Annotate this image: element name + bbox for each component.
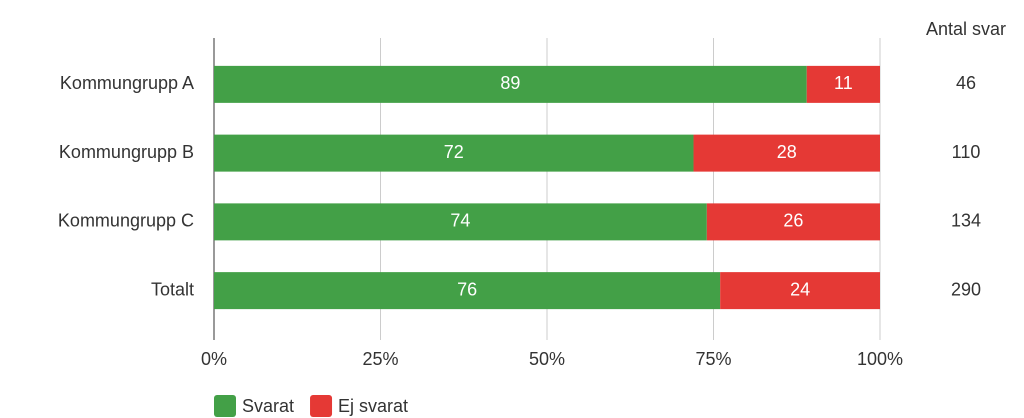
bar-segment	[214, 203, 707, 241]
data-label: 24	[790, 279, 810, 299]
counts-title: Antal svar	[926, 19, 1006, 39]
count-label: 290	[951, 279, 981, 299]
y-tick-label: Kommungrupp C	[58, 211, 194, 231]
count-label: 110	[952, 142, 981, 162]
x-tick-label: 25%	[362, 349, 398, 369]
count-label: 134	[951, 211, 981, 231]
legend-swatch	[214, 395, 236, 417]
x-tick-label: 50%	[529, 349, 565, 369]
y-tick-label: Kommungrupp B	[59, 142, 194, 162]
bar-segment	[706, 203, 880, 241]
x-tick-label: 0%	[201, 349, 227, 369]
data-label: 72	[444, 142, 464, 162]
legend-swatch	[310, 395, 333, 417]
x-tick-label: 100%	[857, 349, 903, 369]
data-label: 11	[834, 73, 853, 93]
bar-segment	[214, 134, 694, 172]
bar-segment	[693, 134, 880, 172]
bar-segment	[806, 65, 880, 103]
data-label: 74	[450, 211, 470, 231]
data-label: 89	[500, 73, 520, 93]
data-label: 28	[777, 142, 797, 162]
bar-segment	[214, 65, 807, 103]
y-tick-label: Kommungrupp A	[60, 73, 194, 93]
data-label: 26	[783, 211, 803, 231]
legend-label: Ej svarat	[338, 396, 408, 416]
count-label: 46	[956, 73, 976, 93]
data-label: 76	[457, 279, 477, 299]
bar-segment	[214, 272, 721, 310]
bar-segment	[720, 272, 880, 310]
y-tick-label: Totalt	[151, 279, 194, 299]
legend-label: Svarat	[242, 396, 294, 416]
x-tick-label: 75%	[695, 349, 731, 369]
